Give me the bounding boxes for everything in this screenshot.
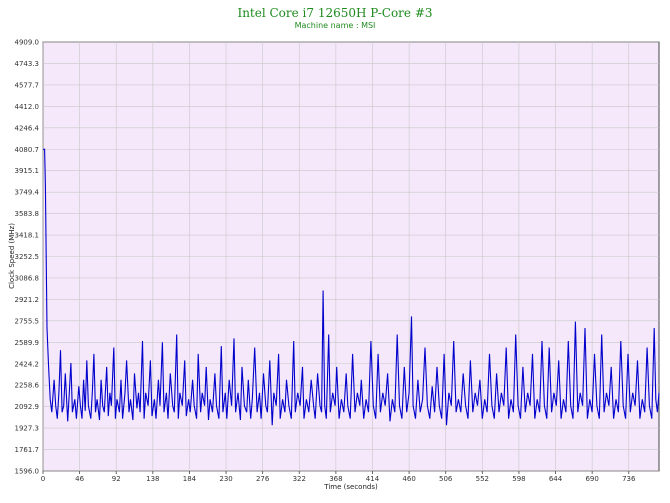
- x-tick-label: 644: [549, 475, 563, 483]
- x-tick-label: 368: [329, 475, 342, 483]
- y-tick-label: 4577.7: [15, 81, 40, 89]
- x-tick-label: 92: [112, 475, 121, 483]
- y-tick-label: 3252.5: [15, 253, 40, 261]
- y-tick-label: 2258.6: [15, 382, 40, 390]
- x-tick-label: 184: [183, 475, 197, 483]
- gridlines: [42, 41, 659, 472]
- y-tick-label: 3749.4: [15, 189, 40, 197]
- y-axis-ticks: 1596.0 1761.7 1927.3 2092.9 2258.6 2424.2 2589…: [15, 39, 40, 476]
- y-tick-label: 2755.5: [15, 317, 40, 325]
- y-tick-label: 4412.0: [15, 103, 40, 111]
- y-tick-label: 4246.4: [15, 124, 40, 132]
- y-tick-label: 1761.7: [15, 446, 40, 454]
- y-tick-label: 3418.1: [15, 232, 40, 240]
- x-tick-label: 138: [146, 475, 159, 483]
- y-axis-label: Clock Speed (MHz): [8, 223, 16, 289]
- y-tick-label: 2921.2: [15, 296, 40, 304]
- x-axis-label: Time (seconds): [323, 483, 378, 491]
- x-tick-label: 506: [439, 475, 453, 483]
- x-tick-label: 736: [622, 475, 636, 483]
- x-tick-label: 414: [366, 475, 380, 483]
- chart-subtitle: Machine name : MSI: [294, 21, 376, 30]
- clock-speed-series-line: [43, 148, 660, 426]
- y-tick-label: 2589.9: [15, 339, 40, 347]
- x-tick-label: 0: [41, 475, 45, 483]
- y-tick-label: 3086.8: [15, 274, 40, 282]
- y-tick-label: 1596.0: [15, 468, 40, 476]
- x-tick-label: 690: [585, 475, 598, 483]
- y-tick-label: 4743.3: [15, 60, 40, 68]
- x-axis-ticks: 0 46 92 138 184 230 276 322 368 414 460 506 552 598 64…: [41, 471, 636, 483]
- x-tick-label: 230: [219, 475, 232, 483]
- x-tick-label: 552: [476, 475, 489, 483]
- y-tick-label: 1927.3: [15, 425, 40, 433]
- x-tick-label: 460: [402, 475, 415, 483]
- x-tick-label: 322: [293, 475, 306, 483]
- x-tick-label: 598: [512, 475, 525, 483]
- y-tick-label: 3583.8: [15, 210, 40, 218]
- y-tick-label: 4080.7: [15, 146, 40, 154]
- x-tick-label: 276: [256, 475, 270, 483]
- y-tick-label: 3915.1: [15, 167, 40, 175]
- y-tick-label: 2424.2: [15, 360, 40, 368]
- chart-title: Intel Core i7 12650H P-Core #3: [237, 6, 433, 20]
- x-tick-label: 46: [75, 475, 84, 483]
- y-tick-label: 4909.0: [15, 39, 40, 47]
- y-tick-label: 2092.9: [15, 403, 40, 411]
